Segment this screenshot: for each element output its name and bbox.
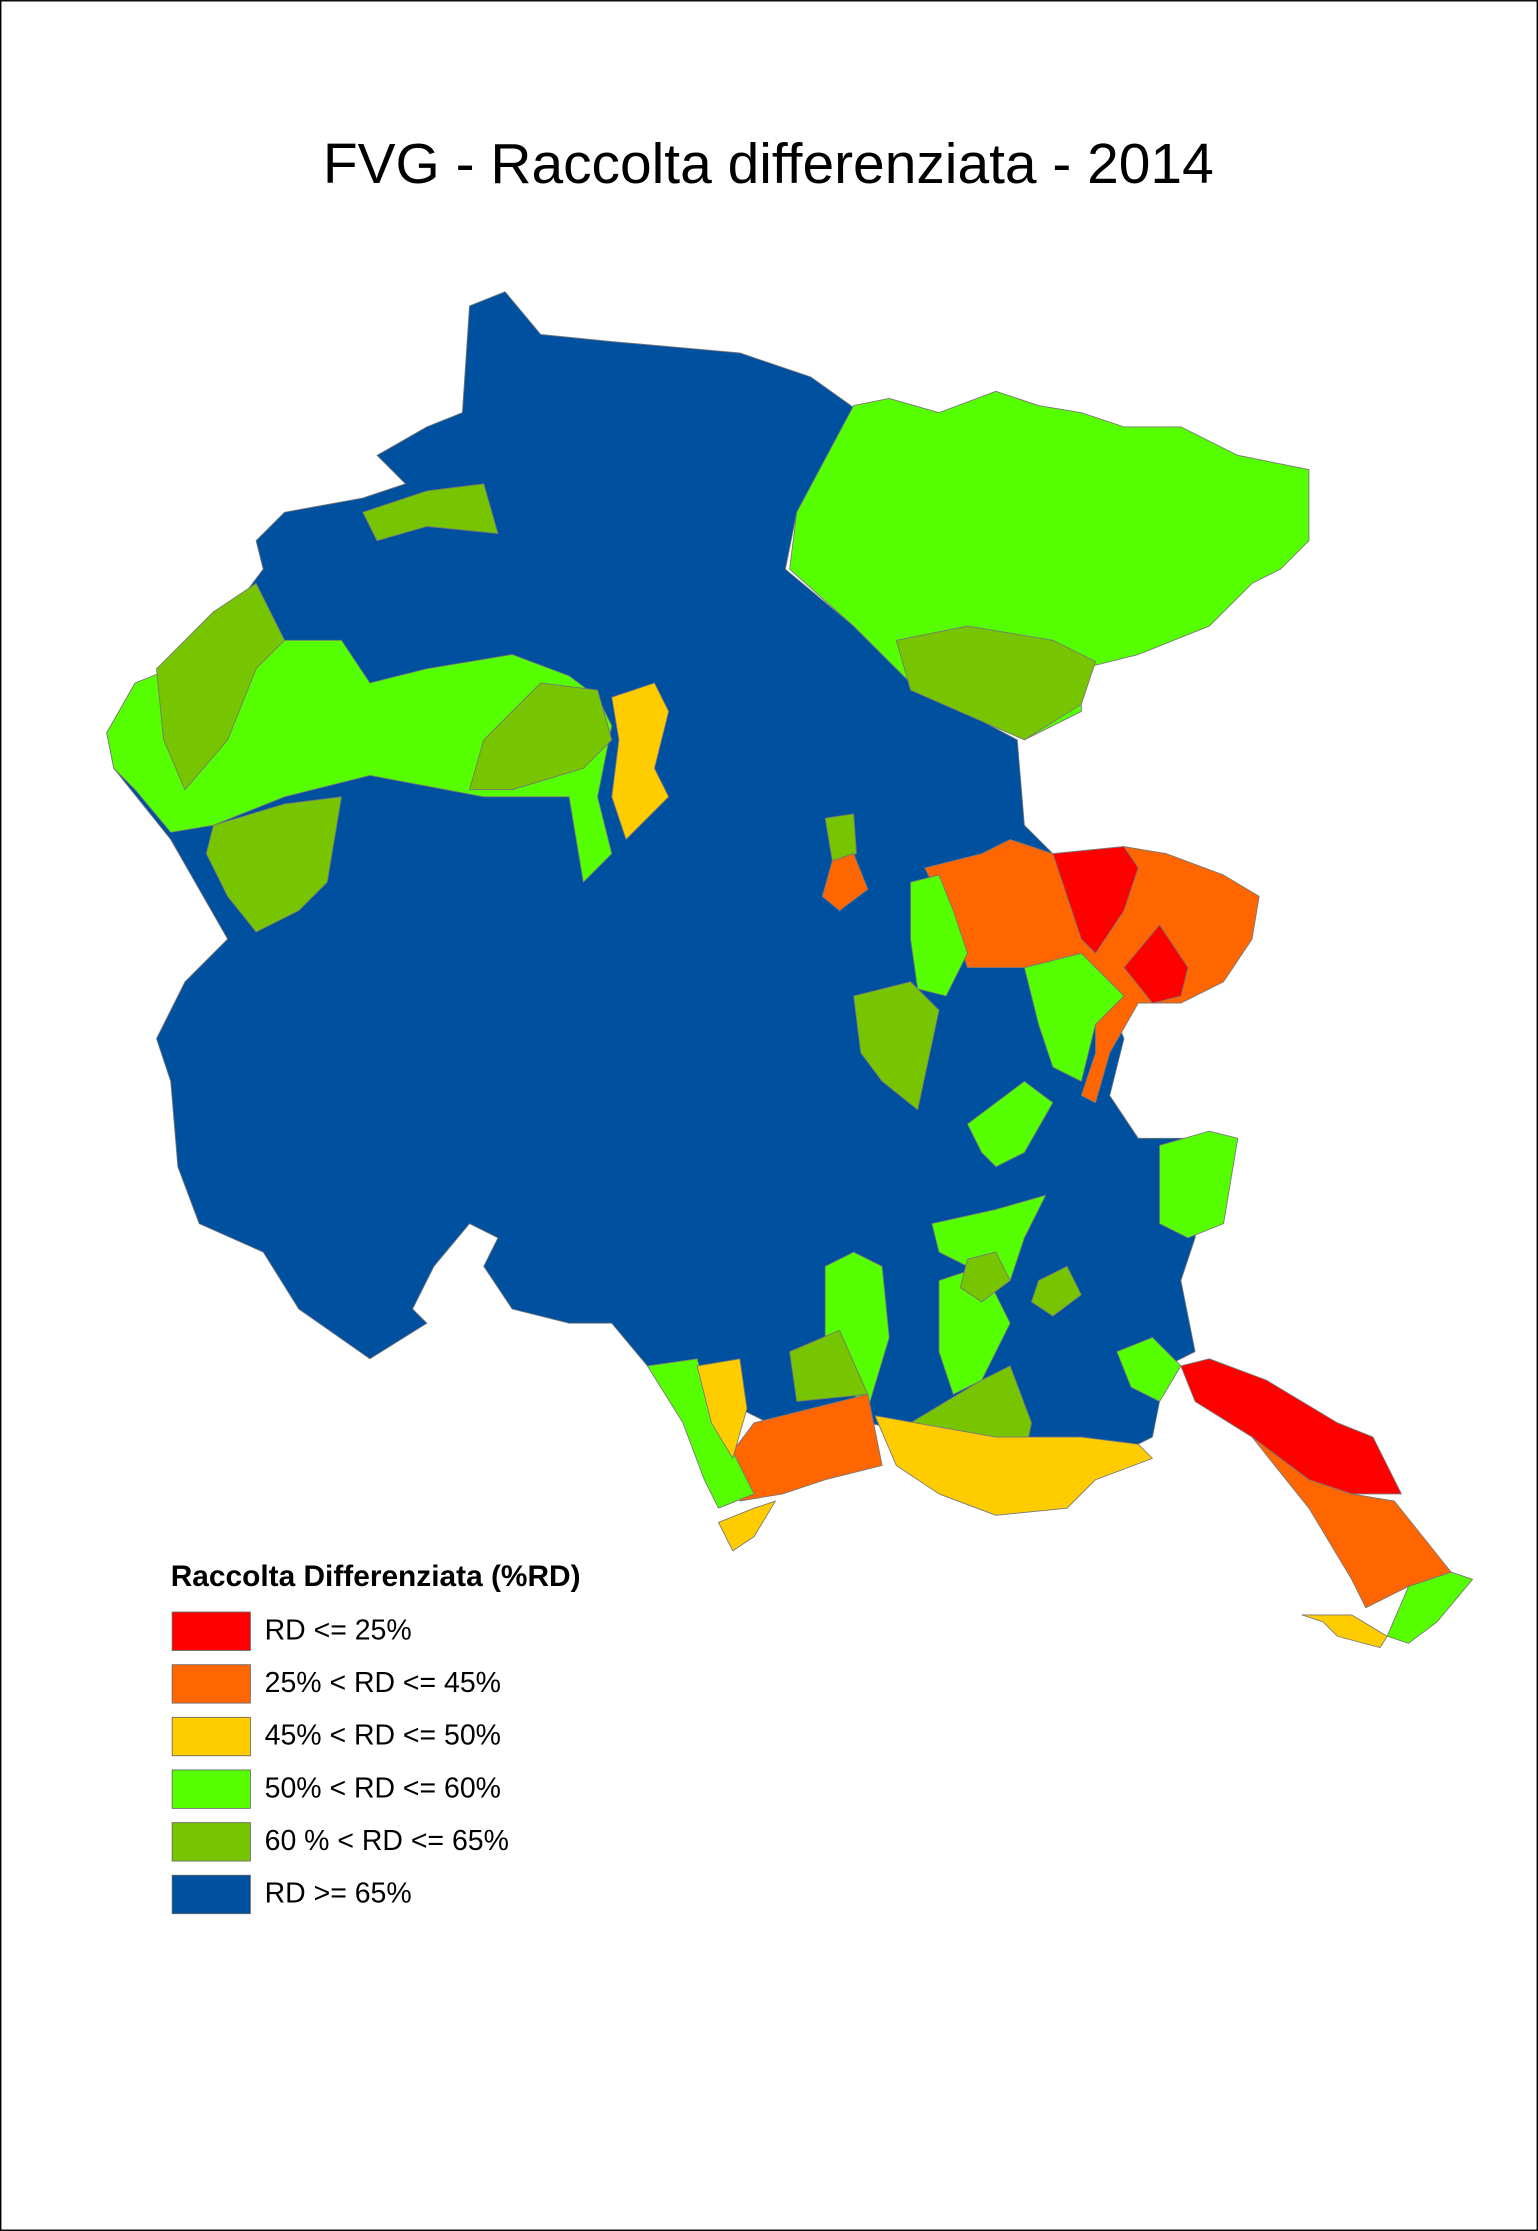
legend-label: RD <= 25% (265, 1614, 412, 1646)
municipality-area (1031, 1265, 1082, 1317)
legend: RD <= 25% 25% < RD <= 45% 45% < RD <= 50% 5… (171, 1611, 509, 1915)
legend-swatch (171, 1769, 251, 1809)
municipality-area (1123, 924, 1189, 1004)
legend-label: 45% < RD <= 50% (265, 1720, 501, 1752)
municipality-area (362, 483, 499, 542)
municipality-area (611, 682, 670, 840)
legend-swatch (171, 1716, 251, 1757)
municipality-area (959, 1251, 1011, 1303)
municipality-area (1301, 1614, 1388, 1649)
municipality-area (1159, 1130, 1239, 1239)
municipality-area (1023, 952, 1125, 1082)
legend-label: 50% < RD <= 60% (265, 1772, 501, 1804)
legend-swatch (171, 1664, 251, 1704)
legend-label: RD >= 65% (265, 1878, 412, 1910)
legend-swatch (171, 1822, 251, 1862)
municipality-area (1180, 1358, 1402, 1495)
legend-title: Raccolta Differenziata (%RD) (171, 1560, 581, 1593)
municipality-area (931, 1194, 1047, 1281)
municipality-area (696, 1358, 748, 1459)
legend-swatch (171, 1874, 251, 1915)
municipality-area (469, 682, 613, 791)
municipality-area (718, 1500, 776, 1552)
legend-label: 25% < RD <= 45% (265, 1667, 501, 1699)
legend-label: 60 % < RD <= 65% (265, 1825, 509, 1857)
municipality-area (874, 1415, 1153, 1516)
map-title: FVG - Raccolta differenziata - 2014 (323, 132, 1214, 196)
legend-swatch (171, 1611, 251, 1651)
municipality-area (824, 813, 857, 862)
regions (106, 291, 1473, 1649)
municipality-area (156, 582, 285, 791)
municipality-area (967, 1080, 1054, 1168)
municipality-area (205, 796, 342, 933)
municipality-area (910, 874, 968, 997)
municipality-area (821, 853, 869, 912)
municipality-area (895, 625, 1096, 741)
municipality-area (853, 981, 940, 1111)
municipality-area (1116, 1337, 1182, 1402)
municipality-area (1052, 846, 1139, 954)
